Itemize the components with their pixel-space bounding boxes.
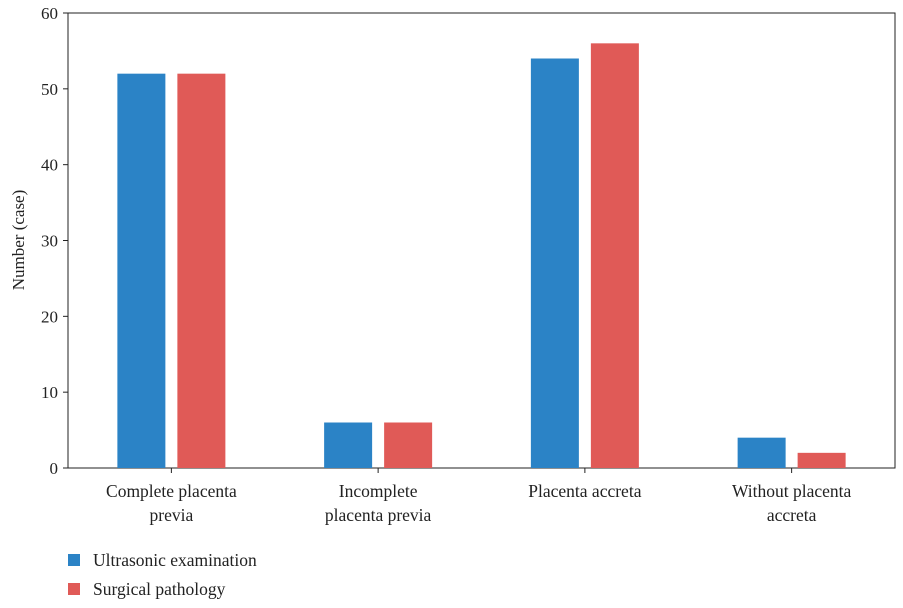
y-tick-label-20: 20	[41, 307, 58, 326]
legend-swatch-surgical	[68, 583, 80, 595]
legend-label-surgical: Surgical pathology	[93, 579, 226, 599]
y-tick-label-60: 60	[41, 4, 58, 23]
y-tick-label-0: 0	[50, 459, 59, 478]
y-tick-label-30: 30	[41, 232, 58, 251]
x-category-label-1-0: Incomplete	[339, 481, 418, 501]
legend-label-ultrasonic: Ultrasonic examination	[93, 550, 257, 570]
x-category-label-0-0: Complete placenta	[106, 481, 237, 501]
bar-ultrasonic-2	[530, 58, 579, 468]
bar-ultrasonic-1	[324, 422, 373, 468]
chart-legend: Ultrasonic examination Surgical patholog…	[68, 548, 257, 606]
y-axis-title: Number (case)	[9, 190, 28, 291]
bar-surgical-1	[384, 422, 433, 468]
bar-surgical-3	[797, 452, 846, 468]
x-category-label-0-1: previa	[150, 505, 194, 525]
chart-bars	[117, 43, 846, 469]
legend-swatch-ultrasonic	[68, 554, 80, 566]
bar-ultrasonic-0	[117, 73, 166, 469]
chart-axes	[63, 12, 896, 473]
x-category-label-3-0: Without placenta	[732, 481, 852, 501]
legend-item-ultrasonic: Ultrasonic examination	[68, 548, 257, 572]
bar-ultrasonic-3	[737, 437, 786, 468]
x-category-label-1-1: placenta previa	[325, 505, 432, 525]
y-tick-label-50: 50	[41, 80, 58, 99]
y-tick-label-10: 10	[41, 383, 58, 402]
y-tick-label-40: 40	[41, 156, 58, 175]
chart-labels: 0 10 20 30 40 50 60 Complete placenta previa Inco…	[41, 4, 852, 525]
x-category-label-2-0: Placenta accreta	[528, 481, 641, 501]
x-category-label-3-1: accreta	[767, 505, 817, 525]
bar-chart: 0 10 20 30 40 50 60 Complete placenta previa Inco…	[9, 4, 896, 525]
bar-surgical-2	[590, 43, 639, 468]
bar-surgical-0	[177, 73, 226, 469]
legend-item-surgical: Surgical pathology	[68, 577, 257, 601]
